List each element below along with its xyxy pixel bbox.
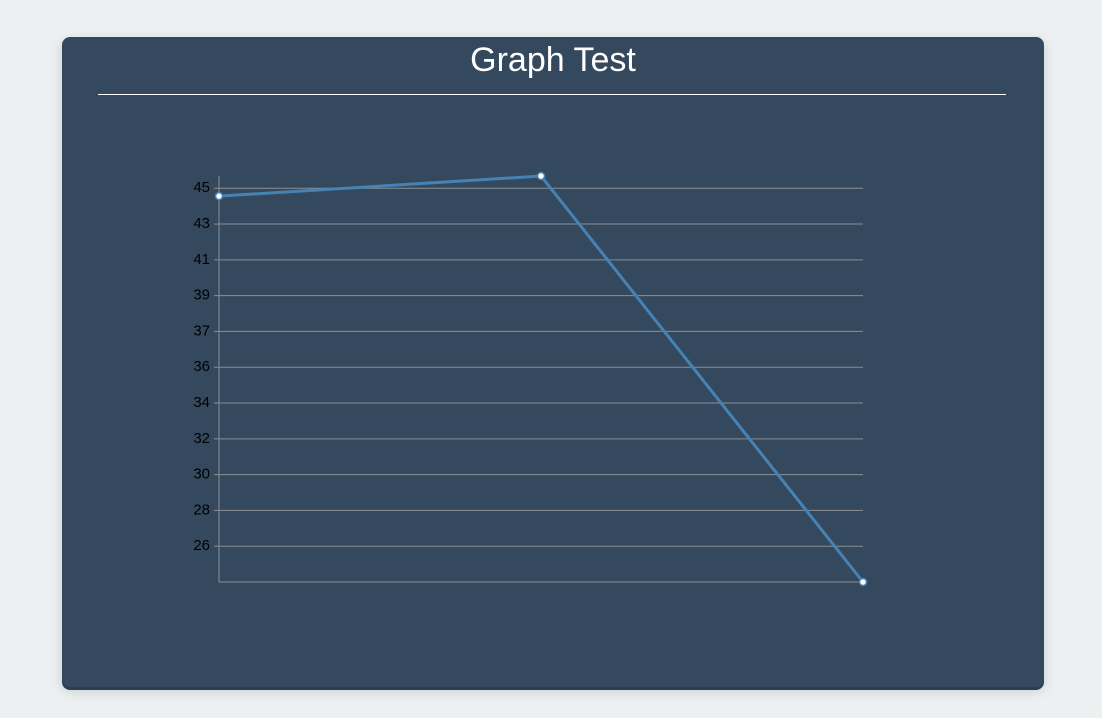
title: Graph Test: [470, 41, 636, 79]
card: Graph Test: [62, 37, 1044, 687]
y-tick-label: 39: [193, 287, 210, 304]
data-point: [214, 191, 224, 201]
y-tick-label: 43: [193, 215, 210, 232]
y-tick-label: 30: [193, 466, 210, 483]
y-tick-label: 28: [193, 501, 210, 518]
y-tick-label: 32: [193, 430, 210, 447]
y-tick-label: 26: [193, 537, 210, 554]
divider: [98, 94, 1006, 95]
data-line: [218, 174, 865, 583]
y-tick-label: 36: [193, 358, 210, 375]
y-tick-label: 37: [193, 322, 210, 339]
data-point: [858, 577, 868, 587]
y-tick-label: 34: [193, 394, 210, 411]
y-tick-label: 41: [193, 251, 210, 268]
data-point: [536, 171, 546, 181]
y-tick-label: 45: [193, 179, 210, 196]
